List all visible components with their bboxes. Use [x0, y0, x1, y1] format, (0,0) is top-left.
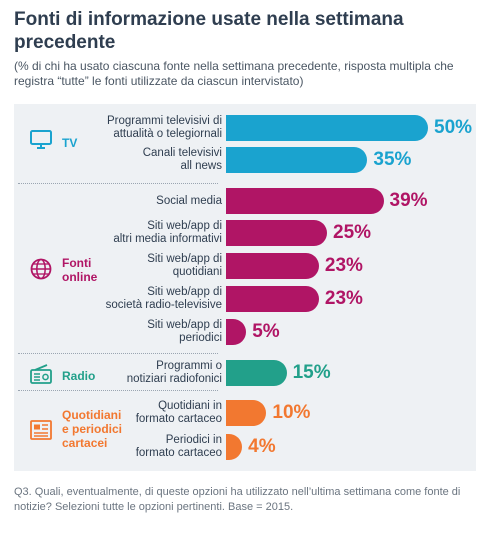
- bar-value-label: 5%: [252, 321, 280, 342]
- category-label: Siti web/app di società radio-televisive: [105, 286, 222, 311]
- bar: [226, 360, 287, 386]
- bar: [226, 253, 319, 279]
- bar: [226, 319, 247, 345]
- category-label: Programmi o notiziari radiofonici: [126, 360, 222, 385]
- bar: [226, 286, 319, 312]
- tv-icon: [30, 130, 52, 155]
- bar-value-label: 35%: [373, 149, 412, 170]
- category-label: Canali televisivi all news: [142, 147, 222, 172]
- group-separator: [18, 390, 218, 391]
- category-label: Siti web/app di altri media informativi: [113, 220, 222, 245]
- group-label-tv: TV: [62, 136, 78, 150]
- bar-value-label: 23%: [324, 255, 363, 276]
- category-label: Siti web/app di quotidiani: [147, 253, 222, 278]
- group-label-print: Quotidiani e periodici cartacei: [62, 408, 123, 450]
- bar: [226, 434, 243, 460]
- category-label: Programmi televisivi di attualità o tele…: [106, 115, 222, 140]
- bar: [226, 147, 368, 173]
- bar: [226, 220, 327, 246]
- globe-icon: [30, 258, 52, 285]
- bar: [226, 400, 267, 426]
- bar-value-label: 39%: [389, 190, 428, 211]
- category-label: Social media: [156, 194, 222, 207]
- bar-value-label: 23%: [324, 288, 363, 309]
- page-subtitle: (% di chi ha usato ciascuna fonte nella …: [14, 59, 454, 88]
- group-label-online: Fonti online: [62, 256, 98, 284]
- category-label: Siti web/app di periodici: [147, 319, 222, 344]
- bar: [226, 115, 428, 141]
- newspaper-icon: [30, 420, 52, 445]
- group-separator: [18, 353, 218, 354]
- category-label: Periodici in formato cartaceo: [135, 434, 222, 459]
- bar-value-label: 10%: [272, 402, 311, 423]
- bar-value-label: 25%: [333, 222, 372, 243]
- radio-icon: [30, 364, 52, 389]
- bar-value-label: 4%: [248, 436, 276, 457]
- bar-value-label: 15%: [292, 362, 331, 383]
- bar-value-label: 50%: [434, 117, 473, 138]
- page-title: Fonti di informazione usate nella settim…: [14, 9, 404, 53]
- group-separator: [18, 183, 218, 184]
- footer-note: Q3. Quali, eventualmente, di queste opzi…: [14, 486, 461, 513]
- category-label: Quotidiani in formato cartaceo: [135, 400, 222, 425]
- group-label-radio: Radio: [62, 369, 96, 383]
- bar: [226, 188, 384, 214]
